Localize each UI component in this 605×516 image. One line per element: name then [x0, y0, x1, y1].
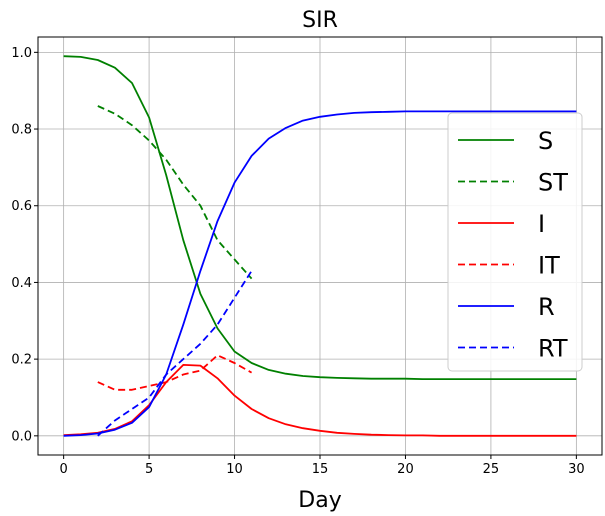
- x-tick-label: 30: [568, 462, 585, 477]
- legend-label-st: ST: [538, 169, 568, 197]
- x-tick-label: 25: [483, 462, 500, 477]
- series-line-it: [97, 354, 253, 391]
- y-tick-label: 1.0: [11, 46, 32, 61]
- legend-label-r: R: [538, 293, 555, 321]
- series-group: [63, 55, 577, 437]
- y-tick-label: 0.0: [11, 429, 32, 444]
- legend-label-rt: RT: [538, 335, 568, 363]
- y-tick-label: 0.6: [11, 199, 32, 214]
- legend: S ST I IT R RT: [447, 112, 583, 372]
- x-axis-label: Day: [298, 488, 341, 513]
- y-tick-label: 0.2: [11, 353, 32, 368]
- y-tick-label: 0.8: [11, 123, 32, 138]
- chart-title: SIR: [302, 8, 338, 33]
- series-line-rt: [97, 270, 253, 437]
- legend-label-s: S: [538, 127, 553, 155]
- series-line-r: [63, 110, 577, 437]
- x-tick-label: 5: [145, 462, 153, 477]
- x-tick-label: 20: [397, 462, 414, 477]
- legend-label-it: IT: [538, 252, 560, 280]
- legend-box: [447, 112, 583, 372]
- series-line-s: [63, 55, 577, 381]
- x-tick-label: 15: [312, 462, 329, 477]
- x-tick-label: 0: [59, 462, 67, 477]
- series-line-i: [63, 363, 577, 437]
- y-axis-ticks: 0.0 0.2 0.4 0.6 0.8 1.0: [11, 46, 38, 444]
- series-line-st: [97, 105, 253, 280]
- x-axis-ticks: 0 5 10 15 20 25 30: [59, 455, 585, 477]
- y-tick-label: 0.4: [11, 276, 32, 291]
- x-tick-label: 10: [226, 462, 243, 477]
- legend-label-i: I: [538, 210, 545, 238]
